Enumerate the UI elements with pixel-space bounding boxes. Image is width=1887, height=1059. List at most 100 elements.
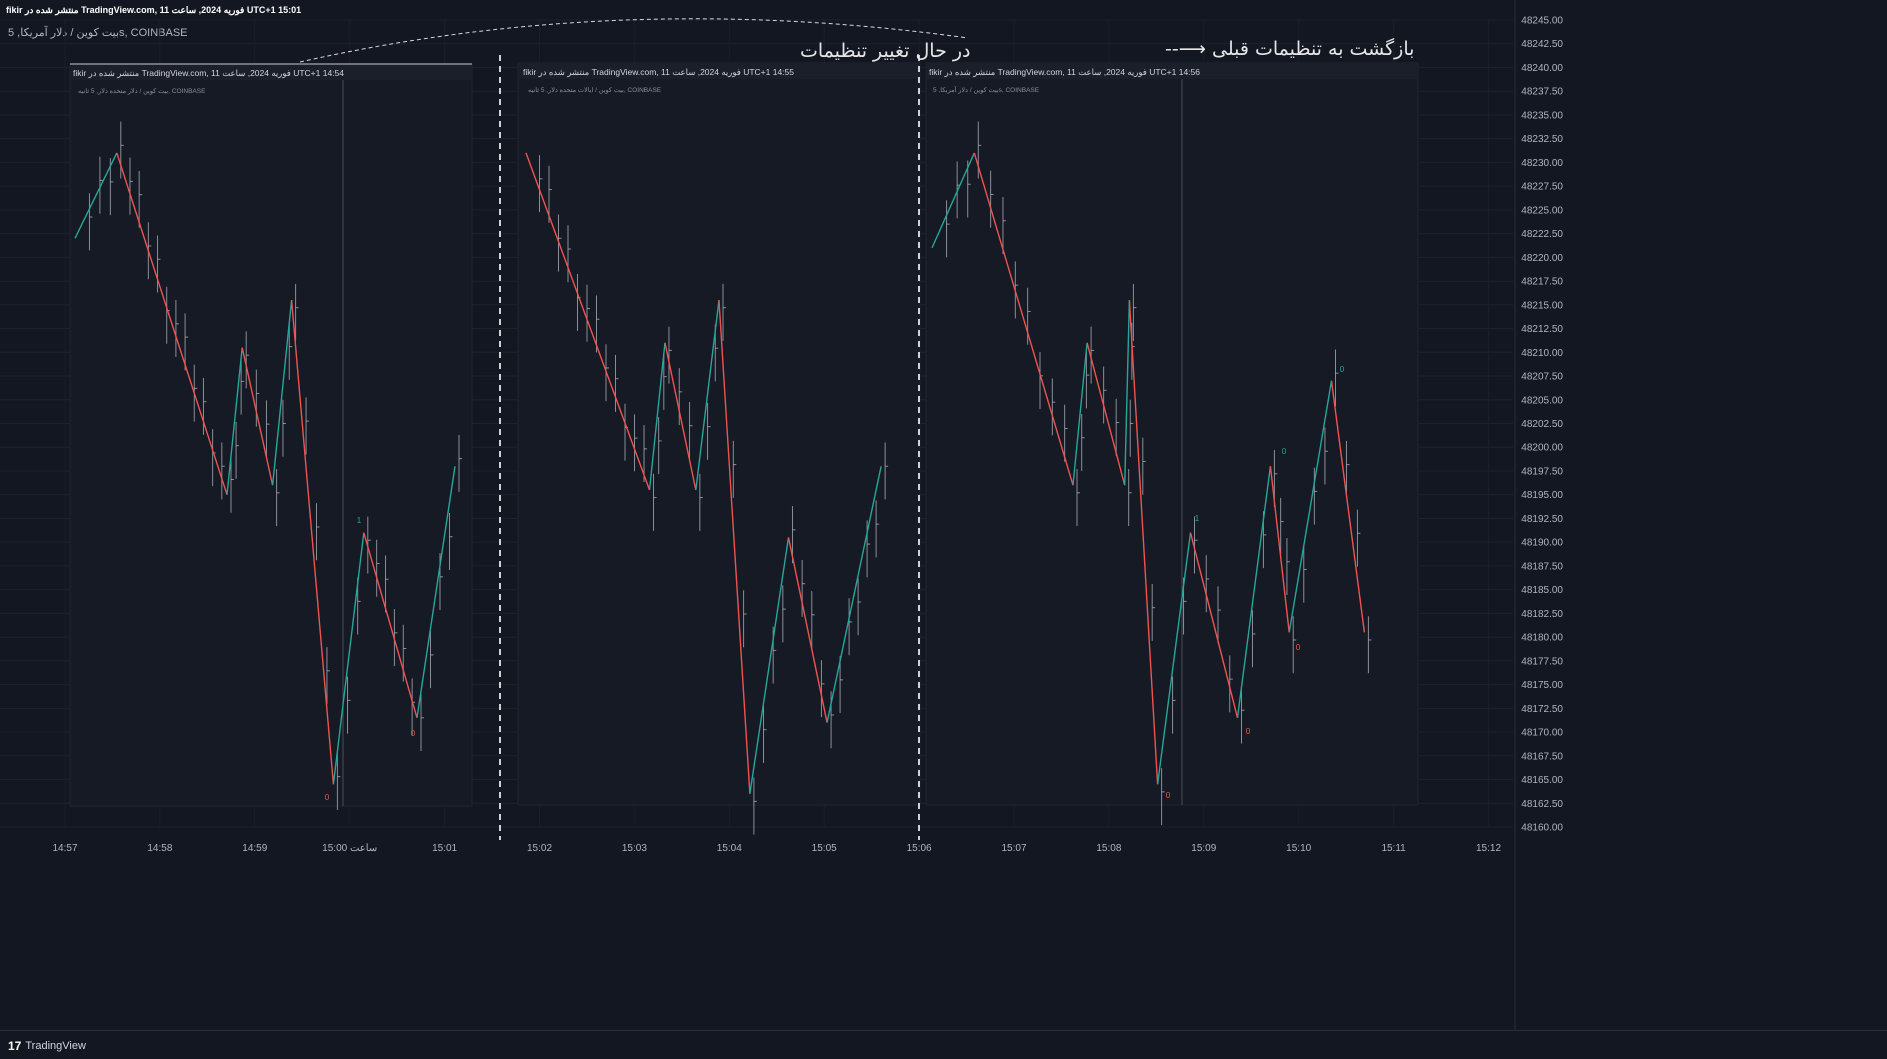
time-tick-label: ساعت 15:00 (322, 843, 377, 854)
footer[interactable]: 17 TradingView (8, 1037, 86, 1055)
time-tick-label: 14:59 (242, 843, 267, 854)
panel-background (69, 63, 473, 807)
zigzag-down-segment (1269, 466, 1290, 633)
divider-lines (299, 18, 969, 840)
price-tick-label: 48185.00 (1521, 585, 1563, 596)
screenshot-panel: fikir منتشر شده در TradingView.com, 11 ف… (517, 62, 921, 835)
price-tick-label: 48225.00 (1521, 205, 1563, 216)
time-axis: 14:57 14:58 14:59 ساعت 15:00 15:01 15:02 15:03… (52, 843, 1501, 854)
zigzag-down-segment (664, 342, 697, 491)
time-tick-label: 15:03 (622, 843, 647, 854)
zigzag-down-segment (787, 537, 828, 723)
price-tick-label: 48240.00 (1521, 63, 1563, 74)
price-tick-label: 48197.50 (1521, 466, 1563, 477)
zigzag-down-segment (718, 300, 751, 794)
price-tick-label: 48170.00 (1521, 728, 1563, 739)
symbol-title: بیت کوین / دلار آمریکا, 5s, COINBASE (8, 27, 188, 39)
price-tick-label: 48232.50 (1521, 134, 1563, 145)
zigzag-down-segment (1189, 532, 1239, 718)
panel-header-bar (70, 64, 472, 80)
price-tick-label: 48227.50 (1521, 182, 1563, 193)
zigzag-up-segment (1124, 300, 1131, 486)
zigzag-label: 0 (1282, 447, 1287, 456)
time-tick-label: 15:01 (432, 843, 457, 854)
price-tick-label: 48190.00 (1521, 538, 1563, 549)
zigzag-up-segment (826, 466, 882, 723)
price-tick-label: 48235.00 (1521, 110, 1563, 121)
time-tick-label: 15:08 (1096, 843, 1121, 854)
zigzag-down-segment (973, 152, 1074, 486)
zigzag-label: 0 (1166, 791, 1171, 800)
zigzag-down-segment (241, 347, 274, 486)
price-tick-label: 48237.50 (1521, 87, 1563, 98)
zigzag-down-segment (116, 152, 228, 495)
zigzag-up-segment (1156, 532, 1192, 785)
zigzag-up-segment (332, 532, 365, 785)
price-tick-label: 48205.00 (1521, 395, 1563, 406)
zigzag-down-segment (290, 300, 335, 785)
panel-header-text: fikir منتشر شده در TradingView.com, 11 ف… (929, 67, 1200, 78)
zigzag-up-segment (271, 300, 293, 486)
price-tick-label: 48215.00 (1521, 300, 1563, 311)
zigzag-label: 0 (1340, 365, 1345, 374)
price-tick-label: 48167.50 (1521, 751, 1563, 762)
annotation-changing-settings: در حال تغییر تنظیمات (800, 40, 971, 62)
panel-subheader-text: بیت کوین / ایالات متحده دلار, 5 ثانیه, C… (528, 86, 662, 94)
zigzag-up-segment (1236, 466, 1272, 718)
panel-header-bar (518, 63, 920, 79)
zigzag-up-segment (648, 342, 666, 491)
price-tick-label: 48242.50 (1521, 39, 1563, 50)
zigzag-up-segment (695, 299, 720, 491)
price-tick-label: 48175.00 (1521, 680, 1563, 691)
panel-header-bar (926, 63, 1418, 79)
price-tick-label: 48182.50 (1521, 609, 1563, 620)
time-tick-label: 15:05 (812, 843, 837, 854)
time-tick-label: 14:58 (147, 843, 172, 854)
dashed-arc (299, 18, 969, 63)
zigzag-down-segment (1086, 342, 1126, 486)
panel-background (517, 62, 921, 806)
price-tick-label: 48217.50 (1521, 277, 1563, 288)
panel-header-text: fikir منتشر شده در TradingView.com, 11 ف… (73, 68, 344, 79)
time-tick-label: 15:12 (1476, 843, 1501, 854)
zigzag-up-segment (931, 152, 975, 249)
price-tick-label: 48195.00 (1521, 490, 1563, 501)
zigzag-up-segment (749, 537, 790, 794)
price-tick-label: 48212.50 (1521, 324, 1563, 335)
price-tick-label: 48210.00 (1521, 348, 1563, 359)
zigzag-down-segment (1128, 300, 1159, 785)
price-tick-label: 48177.50 (1521, 656, 1563, 667)
price-tick-label: 48187.50 (1521, 561, 1563, 572)
zigzag-label: 0 (325, 793, 330, 802)
zigzag-down-segment (363, 532, 418, 719)
time-tick-label: 15:02 (527, 843, 552, 854)
footer-divider (0, 1030, 1887, 1031)
time-tick-label: 15:11 (1381, 843, 1406, 854)
zigzag-up-segment (226, 347, 243, 495)
screenshot-panel: fikir منتشر شده در TradingView.com, 11 ف… (925, 62, 1419, 826)
price-tick-label: 48202.50 (1521, 419, 1563, 430)
price-tick-label: 48192.50 (1521, 514, 1563, 525)
panel-subheader-text: بیت کوین / دلار متحده دلار, 5 ثانیه, COI… (78, 87, 206, 95)
price-tick-label: 48180.00 (1521, 633, 1563, 644)
zigzag-up-segment (74, 152, 118, 239)
price-tick-label: 48162.50 (1521, 799, 1563, 810)
zigzag-label: 1 (1195, 514, 1200, 523)
panel-background (925, 62, 1419, 806)
chart-panels: fikir منتشر شده در TradingView.com, 11 ف… (69, 62, 1419, 835)
zigzag-down-segment (1330, 380, 1366, 633)
tradingview-logo-icon: 17 (8, 1039, 22, 1053)
annotation-revert-settings: بازگشت به تنظیمات قبلی ⟶-- (1165, 38, 1415, 60)
zigzag-label: 0 (1246, 727, 1251, 736)
time-tick-label: 15:09 (1191, 843, 1216, 854)
price-tick-label: 48172.50 (1521, 704, 1563, 715)
price-tick-label: 48165.00 (1521, 775, 1563, 786)
zigzag-label: 0 (411, 729, 416, 738)
time-tick-label: 15:04 (717, 843, 742, 854)
zigzag-label: 1 (357, 516, 362, 525)
panel-header-text: fikir منتشر شده در TradingView.com, 11 ف… (523, 67, 794, 78)
panel-subheader-text: بیت کوین / دلار آمریکا, 5s, COINBASE (933, 84, 1040, 94)
zigzag-up-segment (1072, 342, 1088, 486)
price-tick-label: 48207.50 (1521, 372, 1563, 383)
